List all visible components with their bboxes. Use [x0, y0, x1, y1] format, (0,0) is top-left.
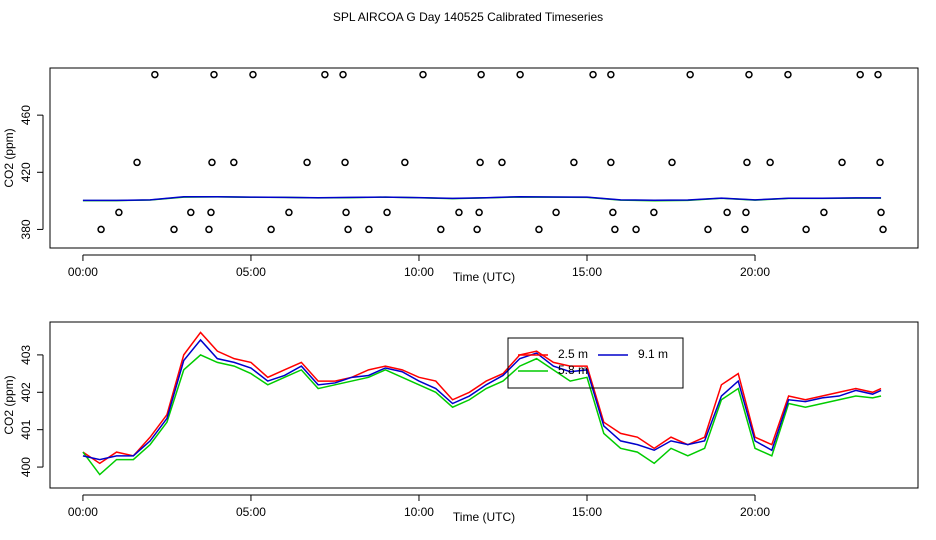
series-line: [82, 354, 882, 476]
data-point: [230, 158, 238, 167]
y-axis-label: CO2 (ppm): [2, 128, 16, 187]
data-point: [609, 208, 617, 217]
data-point: [476, 158, 484, 167]
data-point: [475, 208, 483, 217]
data-point: [473, 225, 481, 234]
data-point: [365, 225, 373, 234]
data-point: [151, 70, 159, 79]
data-point: [97, 225, 105, 234]
data-point: [820, 208, 828, 217]
data-point: [303, 158, 311, 167]
data-point: [455, 208, 463, 217]
data-point: [115, 208, 123, 217]
legend-box: [507, 337, 684, 389]
data-point: [589, 70, 597, 79]
data-point: [267, 225, 275, 234]
data-point: [607, 158, 615, 167]
data-point: [535, 225, 543, 234]
data-point: [838, 158, 846, 167]
data-point: [879, 225, 887, 234]
x-tick-label: 10:00: [404, 505, 434, 519]
data-point: [187, 208, 195, 217]
data-point: [344, 225, 352, 234]
data-point: [341, 158, 349, 167]
data-point: [741, 225, 749, 234]
data-point: [686, 70, 694, 79]
series-line: [82, 338, 882, 461]
x-tick-label: 10:00: [404, 265, 434, 279]
data-point: [133, 158, 141, 167]
y-tick-label: 380: [19, 219, 33, 239]
data-point: [802, 225, 810, 234]
data-point: [766, 158, 774, 167]
data-point: [742, 208, 750, 217]
data-point: [207, 208, 215, 217]
data-point: [342, 208, 350, 217]
data-point: [383, 208, 391, 217]
x-tick-label: 15:00: [572, 505, 602, 519]
data-point: [856, 70, 864, 79]
y-tick-label: 460: [19, 105, 33, 125]
data-point: [607, 70, 615, 79]
y-tick-label: 420: [19, 162, 33, 182]
data-point: [210, 70, 218, 79]
data-point: [650, 208, 658, 217]
series-line: [82, 331, 882, 465]
x-tick-label: 05:00: [236, 265, 266, 279]
data-point: [477, 70, 485, 79]
data-point: [874, 70, 882, 79]
data-point: [208, 158, 216, 167]
legend-label: 9.1 m: [638, 347, 668, 361]
data-point: [170, 225, 178, 234]
plot-frame: [49, 321, 919, 489]
data-point: [205, 225, 213, 234]
data-point: [876, 158, 884, 167]
data-point: [419, 70, 427, 79]
x-tick-label: 00:00: [68, 505, 98, 519]
y-tick-label: 402: [19, 382, 33, 402]
x-tick-label: 20:00: [740, 265, 770, 279]
data-point: [745, 70, 753, 79]
x-axis-label: Time (UTC): [453, 510, 515, 524]
x-axis-label: Time (UTC): [453, 270, 515, 284]
y-axis-label: CO2 (ppm): [2, 375, 16, 434]
chart-title: SPL AIRCOA G Day 140525 Calibrated Times…: [333, 10, 603, 24]
data-point: [668, 158, 676, 167]
data-point: [704, 225, 712, 234]
data-point: [611, 225, 619, 234]
legend-label: 5.8 m: [558, 363, 588, 377]
data-point: [743, 158, 751, 167]
data-point: [632, 225, 640, 234]
y-tick-label: 400: [19, 457, 33, 477]
data-point: [249, 70, 257, 79]
legend-label: 2.5 m: [558, 347, 588, 361]
x-tick-label: 15:00: [572, 265, 602, 279]
data-point: [401, 158, 409, 167]
data-point: [437, 225, 445, 234]
data-point: [321, 70, 329, 79]
data-point: [723, 208, 731, 217]
series-line: [82, 195, 882, 202]
data-point: [498, 158, 506, 167]
data-point: [552, 208, 560, 217]
x-tick-label: 05:00: [236, 505, 266, 519]
x-tick-label: 20:00: [740, 505, 770, 519]
data-point: [339, 70, 347, 79]
x-tick-label: 00:00: [68, 265, 98, 279]
y-tick-label: 403: [19, 345, 33, 365]
plot-frame: [49, 67, 919, 249]
data-point: [877, 208, 885, 217]
data-point: [516, 70, 524, 79]
data-point: [285, 208, 293, 217]
y-tick-label: 401: [19, 419, 33, 439]
data-point: [570, 158, 578, 167]
data-point: [784, 70, 792, 79]
